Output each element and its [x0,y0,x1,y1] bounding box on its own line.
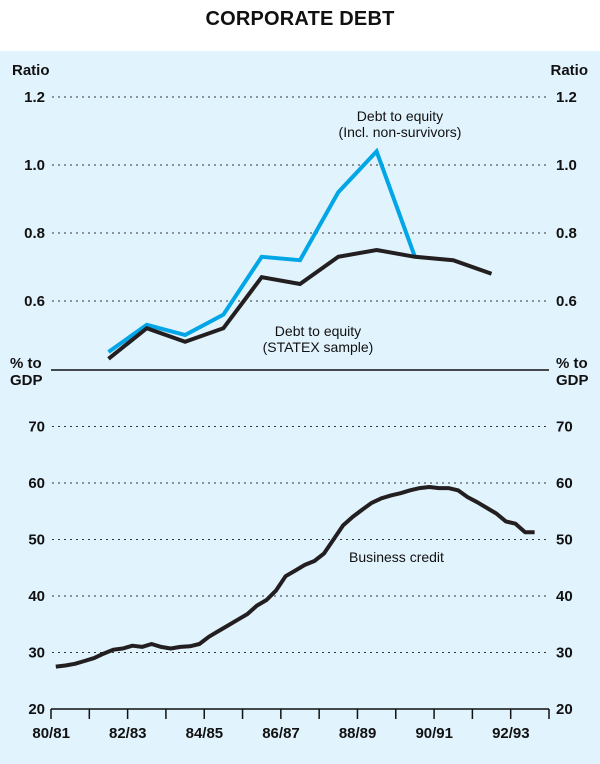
top-left-ytick-label: 1.2 [24,89,45,106]
series [55,147,535,669]
bottom-right-y-label-line2: GDP [556,372,589,389]
series-label-business-credit: Business credit [349,549,444,565]
x-tick-label: 86/87 [262,725,300,742]
x-tick-label: 88/89 [339,725,377,742]
x-tick-label: 82/83 [109,725,147,742]
chart-panel [0,51,600,764]
bottom-left-ytick-label: 60 [28,475,45,492]
series-line-business-credit [55,485,535,669]
bottom-gridlines: 20 20 30 30 40 40 50 50 60 60 70 70 [28,419,572,719]
x-tick-label: 84/85 [186,725,224,742]
series-label-non-survivors-line2: (Incl. non-survivors) [339,124,462,140]
top-right-ytick-label: 1.0 [556,157,577,174]
bottom-left-ytick-label: 30 [28,645,45,662]
bottom-left-ytick-label: 70 [28,419,45,436]
bottom-right-ytick-label: 40 [556,588,573,605]
bottom-right-ytick-label: 20 [556,701,573,718]
bottom-right-ytick-label: 60 [556,475,573,492]
top-right-y-label: Ratio [551,62,589,79]
bottom-left-ytick-label: 20 [28,701,45,718]
top-left-ytick-label: 0.6 [24,293,45,310]
top-right-ytick-label: 0.6 [556,293,577,310]
series-label-statex-line2: (STATEX sample) [263,339,374,355]
x-tick-label: 80/81 [32,725,70,742]
series-label-non-survivors-line1: Debt to equity [357,108,443,124]
bottom-right-ytick-label: 30 [556,645,573,662]
bottom-right-ytick-label: 50 [556,532,573,549]
chart-title: CORPORATE DEBT [205,8,395,30]
top-left-y-label: Ratio [12,62,50,79]
x-tick-label: 92/93 [492,725,530,742]
top-right-ytick-label: 0.8 [556,225,577,242]
top-left-ytick-label: 0.8 [24,225,45,242]
axes: 80/81 82/83 84/85 86/87 88/89 90/91 92/93 [32,369,550,742]
top-gridlines: 0.6 0.6 0.8 0.8 1.0 1.0 1.2 1.2 [24,89,577,310]
series-label-statex-line1: Debt to equity [275,323,361,339]
x-tick-label: 90/91 [415,725,453,742]
top-right-ytick-label: 1.2 [556,89,577,106]
top-left-ytick-label: 1.0 [24,157,45,174]
bottom-right-ytick-label: 70 [556,419,573,436]
bottom-right-y-label-line1: % to [556,355,588,372]
bottom-left-y-label-line2: GDP [10,372,43,389]
bottom-left-ytick-label: 40 [28,588,45,605]
bottom-left-ytick-label: 50 [28,532,45,549]
bottom-left-y-label-line1: % to [10,355,42,372]
